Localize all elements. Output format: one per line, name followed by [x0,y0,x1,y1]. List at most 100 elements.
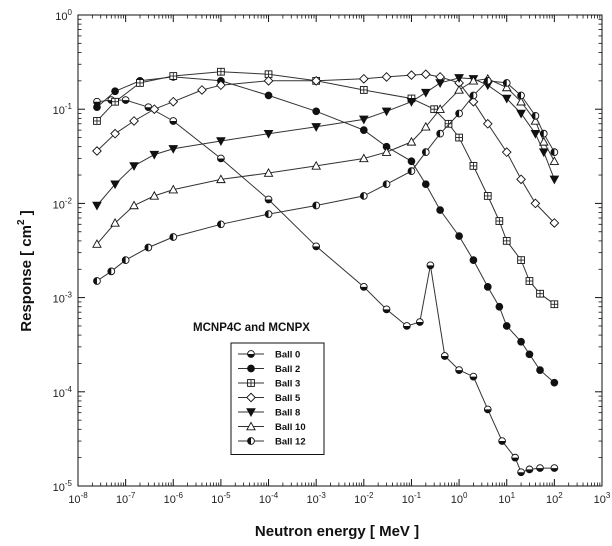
data-point [92,239,102,248]
data-point [495,302,504,311]
data-point [216,137,226,146]
data-point-fill [470,92,474,99]
x-tick-label: 10-8 [68,491,88,506]
data-point [468,75,479,85]
y-tick-label: 10-4 [53,385,73,400]
y-axis-title: Response [ cm2 ] [16,210,35,331]
x-tick-label: 10-5 [211,491,231,506]
data-point-fill [550,468,558,472]
data-point [549,156,560,165]
data-point-fill [360,286,368,291]
data-point [359,126,368,134]
data-point-fill [416,322,424,326]
data-point [311,160,322,170]
data-point [216,80,226,91]
data-point [311,75,322,86]
data-point [358,115,369,125]
plot-frame [77,14,603,487]
data-point [536,366,544,374]
legend-box [230,342,325,455]
data-point-fill [122,100,130,104]
data-point [502,322,511,330]
axes-layer: 10-8 10-7 10-6 10-5 10-4 10-3 10-2 10-1 100 101 10… [53,8,611,506]
data-point-fill [383,309,390,313]
legend-entry: Ball 12 [238,437,306,448]
data-point [420,69,431,80]
legend-entry: Ball 2 [238,364,300,375]
x-tick-label: 10-1 [402,491,422,506]
data-point [454,74,464,83]
data-point-fill [169,120,177,125]
data-point-fill [144,244,149,251]
data-point [197,85,207,95]
data-point [501,82,512,92]
data-point [110,128,120,139]
data-point [381,107,392,117]
data-point [129,116,139,126]
data-point-fill [107,267,112,275]
legend-label: Ball 0 [275,350,300,361]
data-point-fill [540,130,544,138]
data-point-fill [265,210,269,218]
x-tick-label: 10-7 [116,491,136,506]
y-tick-label: 100 [55,8,72,23]
data-point [550,378,559,387]
legend-label: Ball 5 [275,393,301,404]
data-point [406,70,417,81]
data-point [149,190,160,200]
legend-label: Ball 2 [275,364,300,375]
data-point [516,109,526,119]
data-point [435,79,445,88]
data-point-fill [122,256,126,264]
data-point-fill [312,202,317,209]
legend-label: Ball 3 [275,379,300,390]
x-tick-label: 10-3 [306,491,326,506]
data-point [246,421,256,431]
data-point [129,162,139,171]
data-point-fill [526,469,533,473]
data-point [525,350,534,359]
data-point-fill [532,112,536,120]
data-point [436,206,444,214]
data-point-fill [217,220,221,228]
data-point [92,146,102,156]
data-point [549,175,560,185]
data-point [149,150,160,160]
data-point-fill [484,409,492,413]
data-point [216,174,226,184]
legend-entry: Ball 10 [238,421,306,433]
data-point [501,94,512,104]
y-tick-label: 10-2 [53,196,73,211]
x-tick-label: 10-2 [354,491,374,506]
data-point [549,218,560,228]
data-point [468,96,479,107]
data-point [312,107,321,116]
data-point [538,136,549,146]
data-point [482,118,493,129]
data-point [421,180,430,189]
data-point [483,283,492,291]
y-tick-label: 10-1 [53,102,73,117]
data-point-fill [93,277,97,285]
data-point [129,200,139,210]
data-point [110,217,120,227]
data-point [454,84,464,94]
data-point-fill [511,457,519,462]
x-tick-label: 100 [451,491,468,506]
legend-label: Ball 12 [275,437,306,448]
data-point-fill [455,370,463,374]
data-point-fill [403,325,411,330]
x-tick-label: 103 [594,491,611,506]
series-1 [93,73,559,387]
data-point [381,147,392,156]
data-point-fill [470,376,477,380]
data-point [149,104,160,115]
data-point [420,88,431,98]
y-tick-label: 10-5 [53,479,73,494]
data-point-fill [441,355,449,360]
y-tick-label: 10-3 [53,291,73,306]
x-tick-label: 102 [546,491,563,506]
data-point [311,123,322,132]
data-point-fill [550,148,555,156]
